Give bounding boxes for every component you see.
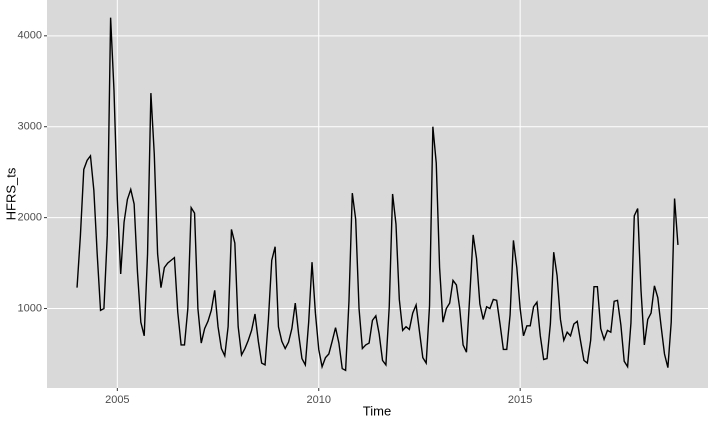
line bbox=[76, 17, 679, 372]
x-axis-title: Time bbox=[363, 403, 391, 418]
x-tick-label: 2005 bbox=[105, 394, 129, 406]
y-tick-label: 4000 bbox=[18, 30, 42, 42]
x-tick-label: 2010 bbox=[307, 394, 331, 406]
y-tick-label: 2000 bbox=[18, 212, 42, 224]
panel bbox=[47, 0, 708, 388]
y-axis-title: HFRS_ts bbox=[3, 167, 18, 220]
y-tick-label: 3000 bbox=[18, 121, 42, 133]
y-tick-label: 1000 bbox=[18, 302, 42, 314]
x-tick-label: 2015 bbox=[508, 394, 532, 406]
